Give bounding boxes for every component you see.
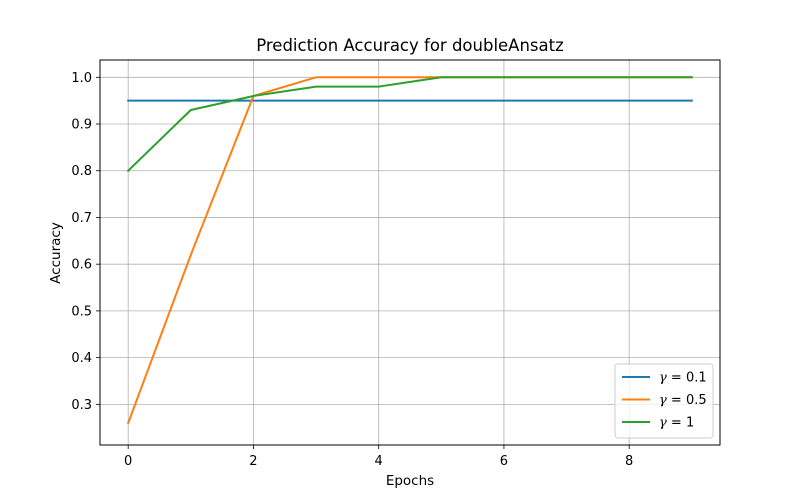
x-axis-title: Epochs: [386, 473, 434, 489]
y-tick-label: 0.4: [71, 351, 92, 366]
x-tick-label: 8: [625, 454, 633, 469]
legend: γ = 0.1 γ = 0.5 γ = 1: [614, 363, 714, 439]
x-tick-label: 2: [249, 454, 257, 469]
y-tick-label: 0.9: [71, 118, 92, 133]
grid: [100, 60, 720, 445]
y-tick-label: 1.0: [71, 71, 92, 86]
plot-frame: [99, 59, 721, 446]
y-tick-label: 0.6: [71, 258, 92, 273]
legend-label-0: γ = 0.1: [659, 371, 707, 386]
x-tick-label: 0: [124, 454, 132, 469]
y-tick-label: 0.3: [71, 398, 92, 413]
legend-label-1: γ = 0.5: [659, 393, 707, 408]
x-tick-label: 4: [375, 454, 383, 469]
legend-label-2: γ = 1: [659, 416, 694, 431]
legend-box: [614, 363, 714, 439]
y-tick-label: 0.7: [71, 211, 92, 226]
x-tick-label: 6: [500, 454, 508, 469]
y-tick-label: 0.8: [71, 164, 92, 179]
y-axis-title: Accuracy: [48, 222, 64, 284]
axis-ticks: 0 2 4 6 8 0.3 0.4 0.5 0.6 0.7 0.8 0.9 1.0: [71, 71, 633, 469]
y-tick-label: 0.5: [71, 304, 92, 319]
series-line-2: [126, 76, 693, 173]
chart-title: Prediction Accuracy for doubleAnsatz: [256, 36, 564, 55]
series-lines: [126, 76, 693, 425]
